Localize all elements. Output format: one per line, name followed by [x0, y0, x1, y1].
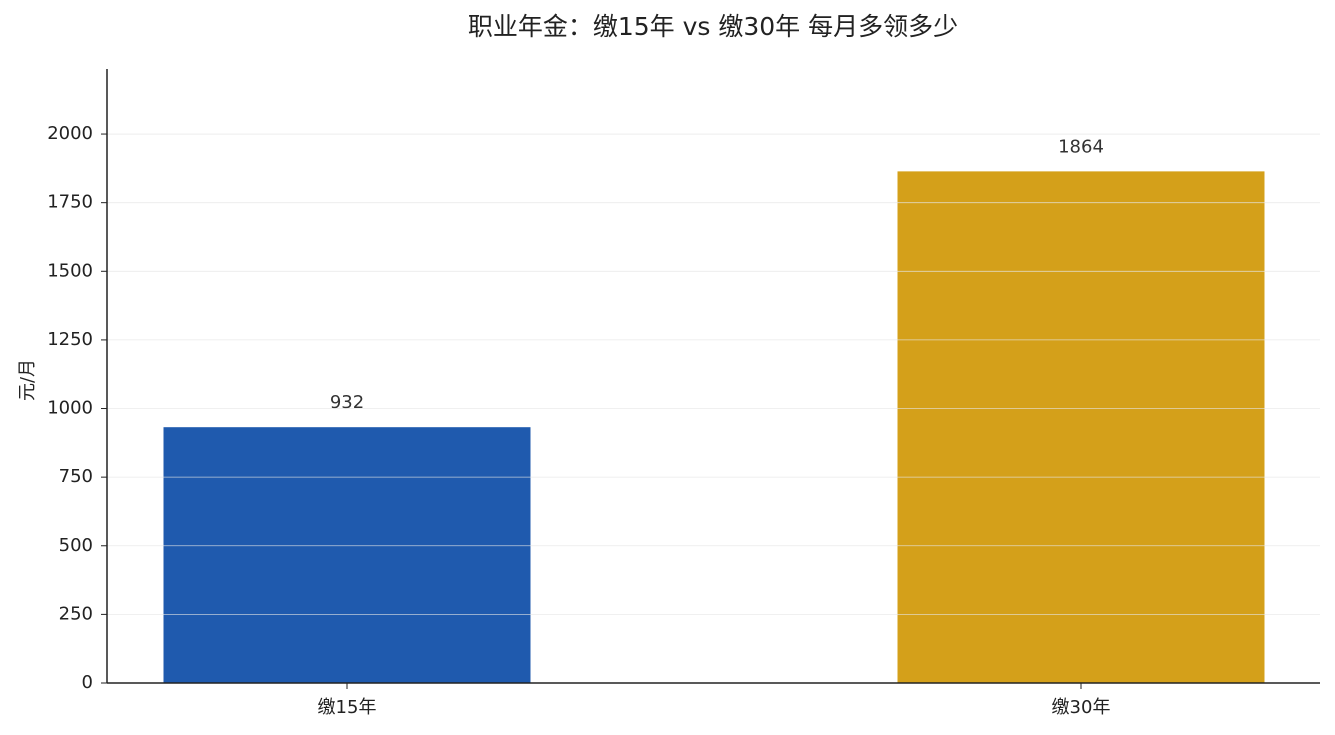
y-tick-label: 1500	[47, 260, 93, 281]
y-tick-label: 0	[82, 672, 93, 693]
x-tick-label: 缴30年	[1052, 697, 1111, 718]
y-tick-label: 1750	[47, 192, 93, 213]
y-tick-label: 2000	[47, 123, 93, 144]
bar	[897, 171, 1265, 683]
y-tick-label: 750	[59, 466, 93, 487]
x-tick-label: 缴15年	[318, 697, 377, 718]
y-tick-label: 500	[59, 535, 93, 556]
chart-title: 职业年金：缴15年 vs 缴30年 每月多领多少	[468, 12, 958, 41]
y-tick-label: 250	[59, 603, 93, 624]
value-label: 1864	[1058, 136, 1104, 157]
y-tick-label: 1250	[47, 329, 93, 350]
y-tick-label: 1000	[47, 398, 93, 419]
value-label: 932	[330, 392, 364, 413]
bar	[163, 427, 531, 683]
y-axis-label: 元/月	[17, 359, 38, 401]
